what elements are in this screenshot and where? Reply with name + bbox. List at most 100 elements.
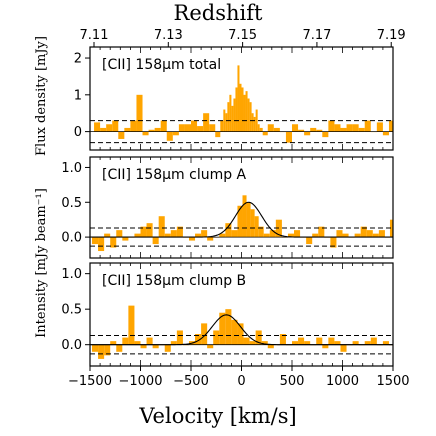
bar <box>316 337 323 345</box>
bar <box>209 124 216 132</box>
bar <box>322 344 329 349</box>
bar <box>258 226 264 238</box>
bar <box>191 120 198 132</box>
bar <box>195 233 202 238</box>
bar <box>122 337 129 345</box>
bar <box>360 226 367 238</box>
bar <box>249 341 256 345</box>
bar <box>140 226 147 238</box>
bar <box>340 127 347 132</box>
top-tick-label: 7.17 <box>302 28 331 43</box>
bar <box>263 233 270 238</box>
bar <box>237 323 244 345</box>
bar <box>116 344 123 352</box>
bar <box>243 337 250 345</box>
bar <box>306 237 313 245</box>
bar <box>298 337 305 345</box>
bar <box>170 341 177 345</box>
bar <box>292 124 299 132</box>
bar <box>219 233 226 238</box>
panel-clump-b: 0.0 0.5 1.0 [CII] 158μm clump B <box>61 262 394 367</box>
bottom-velocity-ticks: −1500 −1000 −500 0 500 1000 1500 <box>68 366 410 389</box>
y-tick-label: 0 <box>74 125 82 140</box>
bar <box>220 120 224 132</box>
bar <box>176 330 183 345</box>
bar <box>225 113 228 132</box>
bar <box>312 233 319 238</box>
bar <box>112 120 119 132</box>
panel-label: [CII] 158μm total <box>102 57 221 73</box>
bar <box>106 124 113 132</box>
x-tick-label: −500 <box>173 374 209 389</box>
bar <box>140 344 147 349</box>
bar <box>316 129 323 132</box>
bar <box>164 344 171 352</box>
bar <box>250 209 255 238</box>
bar <box>389 219 393 238</box>
x-tick-label: −1000 <box>119 374 163 389</box>
bar <box>253 116 256 132</box>
bar <box>98 237 105 252</box>
bar <box>172 131 179 136</box>
bar <box>231 230 238 238</box>
y-tick-label: 0.5 <box>61 196 82 211</box>
bar <box>134 341 141 345</box>
bar <box>110 237 117 248</box>
bar <box>328 120 335 132</box>
bar <box>219 312 226 345</box>
bar <box>246 202 251 238</box>
bar <box>334 341 341 345</box>
bar <box>118 131 125 139</box>
bar <box>310 127 317 132</box>
bar <box>160 120 167 132</box>
bar <box>195 334 202 345</box>
bar <box>267 344 274 349</box>
bar <box>124 127 131 132</box>
bar <box>292 341 299 345</box>
bar <box>237 205 243 238</box>
gaussian-fit-line <box>90 201 393 238</box>
bar <box>382 131 389 136</box>
panel-clump-a: 0.0 0.5 1.0 [CII] 158μm clump A <box>61 156 394 259</box>
bar <box>148 129 155 132</box>
bar <box>104 233 111 238</box>
bar <box>304 131 311 136</box>
bar <box>201 230 208 238</box>
x-tick-label: 0 <box>237 374 245 389</box>
bar <box>242 195 247 238</box>
bar <box>354 233 361 238</box>
bar <box>259 127 263 132</box>
bar <box>166 131 173 141</box>
bar <box>342 233 349 238</box>
bar <box>269 230 276 238</box>
bar <box>104 344 111 356</box>
bar <box>152 344 159 349</box>
bar <box>231 105 234 132</box>
bar <box>372 233 379 238</box>
panel-label: [CII] 158μm clump B <box>102 273 246 289</box>
bar <box>231 319 238 345</box>
bar <box>223 109 226 132</box>
bar <box>146 223 153 238</box>
top-tick-label: 7.15 <box>228 28 257 43</box>
bar <box>279 334 286 345</box>
bar <box>164 233 171 238</box>
bar <box>267 124 274 132</box>
bar <box>170 230 177 238</box>
bar <box>261 341 268 345</box>
bar <box>134 233 141 238</box>
bar <box>340 344 347 352</box>
bar <box>227 102 230 132</box>
panel-label: [CII] 158μm clump A <box>102 167 247 183</box>
bar <box>388 120 393 132</box>
bar <box>376 122 383 132</box>
bar <box>98 344 105 359</box>
bars-group <box>94 65 393 143</box>
y-tick-label: 0.0 <box>61 338 82 353</box>
bar <box>318 226 325 238</box>
bar <box>158 216 165 238</box>
bar <box>328 337 335 345</box>
panel-total: 0 1 2 [CII] 158μm total <box>74 46 394 151</box>
bar <box>247 98 250 132</box>
bar <box>184 124 191 132</box>
